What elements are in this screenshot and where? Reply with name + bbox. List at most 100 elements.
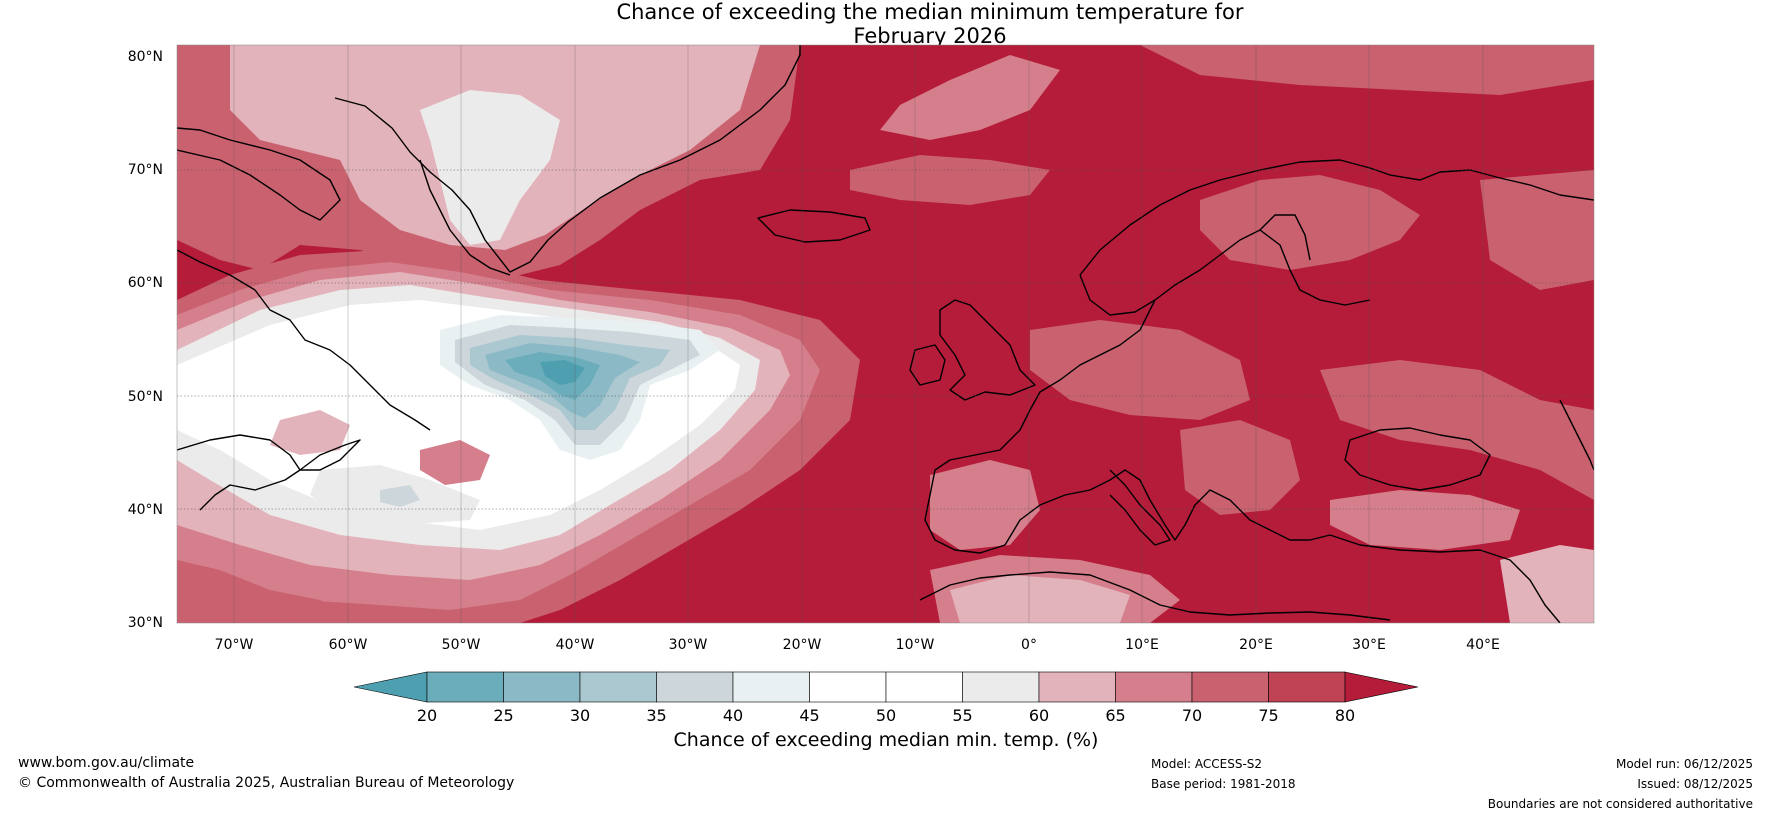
title-line-1: Chance of exceeding the median minimum t… xyxy=(616,0,1244,24)
colorbar-tick-35: 35 xyxy=(646,706,666,725)
lat-label-40n: 40°N xyxy=(128,502,163,518)
colorbar-tick-80: 80 xyxy=(1335,706,1355,725)
region-turkey-65 xyxy=(1330,490,1520,550)
colorbar-swatch-65-70 xyxy=(1115,671,1193,703)
lon-label-0: 0° xyxy=(1021,637,1037,653)
lat-label-50n: 50°N xyxy=(128,389,163,405)
region-far-arctic-75 xyxy=(1140,45,1594,95)
graticule-meridians xyxy=(233,45,1484,623)
colorbar-tick-60: 60 xyxy=(1029,706,1049,725)
turkey-south-coast xyxy=(1329,534,1561,623)
black-sea-coast xyxy=(1344,427,1491,491)
copyright-notice: © Commonwealth of Australia 2025, Austra… xyxy=(18,775,515,791)
colorbar-label: Chance of exceeding median min. temp. (%… xyxy=(674,729,1099,751)
lon-label-20e: 20°E xyxy=(1239,637,1273,653)
colorbar-swatch-45-50 xyxy=(809,671,887,703)
region-greenland-60 xyxy=(420,90,560,245)
model-run-date: Model run: 06/12/2025 xyxy=(1615,757,1753,771)
longitude-labels: 70°W 60°W 50°W 40°W 30°W 20°W 10°W 0° 10… xyxy=(215,637,1500,653)
nova-scotia-coast xyxy=(299,439,361,471)
region-middle-east-65 xyxy=(1500,545,1594,623)
uk-coast xyxy=(939,299,1036,401)
region-cool-20 xyxy=(540,360,585,385)
lon-label-30w: 30°W xyxy=(669,637,708,653)
europe-atlantic-coast xyxy=(924,299,1156,554)
greenland-west-coast xyxy=(419,159,511,276)
lon-label-40w: 40°W xyxy=(556,637,595,653)
lon-label-20w: 20°W xyxy=(783,637,822,653)
issued-date: Issued: 08/12/2025 xyxy=(1637,777,1753,791)
colorbar-tick-25: 25 xyxy=(493,706,513,725)
lon-label-10e: 10°E xyxy=(1125,637,1159,653)
lon-label-70w: 70°W xyxy=(215,637,254,653)
region-south-cool-45 xyxy=(380,485,420,507)
model-name: Model: ACCESS-S2 xyxy=(1151,757,1263,771)
probability-field xyxy=(177,45,1594,623)
base-period: Base period: 1981-2018 xyxy=(1151,777,1296,791)
region-north-africa-60 xyxy=(950,575,1130,623)
gulf-bothnia-coast xyxy=(1259,214,1311,261)
italy-coast xyxy=(1109,469,1171,546)
region-iberia-65 xyxy=(930,460,1040,550)
colorbar-swatch-70-75 xyxy=(1191,671,1269,703)
graticule xyxy=(177,169,1594,510)
colorbar-tick-70: 70 xyxy=(1182,706,1202,725)
map-frame xyxy=(176,44,1595,624)
labrador-coast xyxy=(177,249,431,431)
mediterranean-north-coast xyxy=(1004,469,1331,546)
region-norwegian-sea-75 xyxy=(850,155,1050,205)
region-arctic-upper-70 xyxy=(880,55,1060,140)
lon-label-10w: 10°W xyxy=(896,637,935,653)
lat-label-70n: 70°N xyxy=(128,162,163,178)
colorbar-tick-30: 30 xyxy=(570,706,590,725)
colorbar-swatch-60-65 xyxy=(1038,671,1116,703)
region-newfoundland-patch-65 xyxy=(270,410,350,455)
coastlines xyxy=(177,45,1594,623)
region-russia-east-75 xyxy=(1480,170,1594,290)
colorbar-extend-low xyxy=(353,671,428,703)
iceland-coast xyxy=(757,209,871,243)
ireland-coast xyxy=(909,344,946,386)
colorbar xyxy=(353,671,1419,703)
scandinavia-coast xyxy=(1079,159,1594,276)
colorbar-extend-high xyxy=(1344,671,1419,703)
north-africa-coast xyxy=(919,571,1391,621)
lon-label-60w: 60°W xyxy=(329,637,368,653)
lon-label-30e: 30°E xyxy=(1352,637,1386,653)
region-balkans-70 xyxy=(1180,420,1300,515)
colorbar-swatch-50-55 xyxy=(885,671,963,703)
colorbar-tick-45: 45 xyxy=(799,706,819,725)
greenland-coast xyxy=(334,45,801,273)
colorbar-swatch-20-25 xyxy=(426,671,504,703)
chart-title: Chance of exceeding the median minimum t… xyxy=(0,0,1770,48)
colorbar-tick-20: 20 xyxy=(417,706,437,725)
lat-label-30n: 30°N xyxy=(128,615,163,631)
canadian-arctic-coast xyxy=(177,127,341,221)
baltic-coast xyxy=(1154,229,1371,306)
region-scandinavia-75 xyxy=(1200,175,1420,270)
colorbar-swatch-55-60 xyxy=(962,671,1040,703)
lat-label-80n: 80°N xyxy=(128,49,163,65)
lon-label-40e: 40°E xyxy=(1466,637,1500,653)
region-central-europe-75 xyxy=(1030,320,1250,420)
region-east-europe-70 xyxy=(1320,360,1594,500)
colorbar-ticks: 20 25 30 35 40 45 50 55 60 65 70 75 80 xyxy=(417,706,1355,725)
website-url: www.bom.gov.au/climate xyxy=(18,755,195,771)
colorbar-tick-75: 75 xyxy=(1258,706,1278,725)
region-south-west-atlantic-75 xyxy=(177,560,360,623)
norway-south-coast xyxy=(1079,274,1156,316)
colorbar-swatch-30-35 xyxy=(579,671,657,703)
boundaries-disclaimer: Boundaries are not considered authoritat… xyxy=(1487,797,1753,811)
title-line-2: February 2026 xyxy=(853,24,1007,48)
colorbar-tick-55: 55 xyxy=(952,706,972,725)
region-midatlantic-patch-65 xyxy=(420,440,490,485)
colorbar-swatch-35-40 xyxy=(656,671,734,703)
colorbar-tick-50: 50 xyxy=(876,706,896,725)
lat-label-60n: 60°N xyxy=(128,275,163,291)
colorbar-swatch-40-45 xyxy=(732,671,810,703)
colorbar-tick-65: 65 xyxy=(1105,706,1125,725)
caspian-coast xyxy=(1559,399,1594,471)
colorbar-swatch-75-80 xyxy=(1268,671,1346,703)
lon-label-50w: 50°W xyxy=(442,637,481,653)
